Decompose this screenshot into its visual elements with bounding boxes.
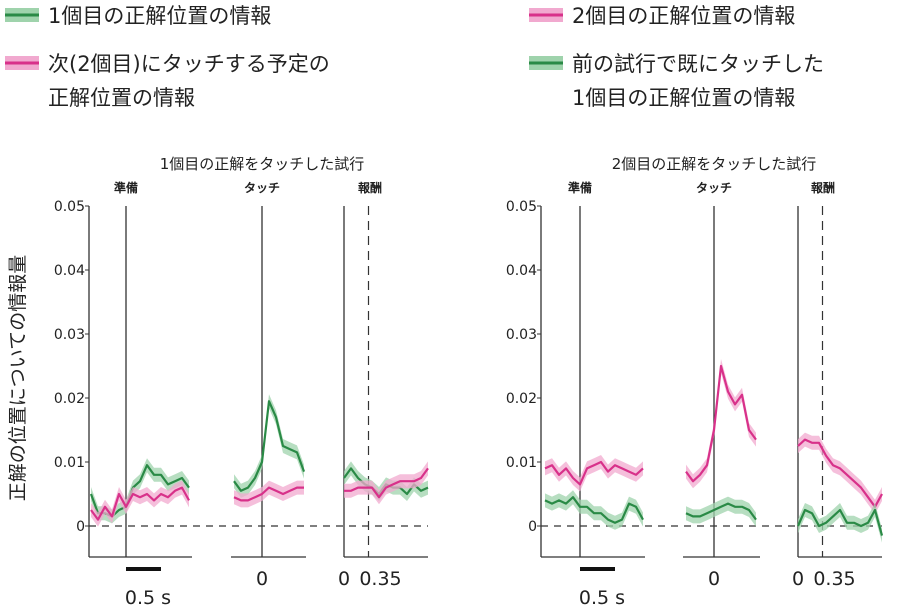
- x-tick-label: 0.35: [359, 568, 401, 590]
- legend-label-line2: 正解位置の情報: [48, 86, 195, 110]
- chart-title: 1個目の正解をタッチした試行: [160, 155, 365, 173]
- error-band-pink: [91, 480, 189, 527]
- legend-label-line1: 前の試行で既にタッチした: [572, 52, 824, 76]
- error-band-pink: [798, 432, 882, 514]
- chart-1: 1個目の正解をタッチした試行 0.05 0.04 0.03 0.02 0.01 0 準備 0.5…: [54, 155, 429, 609]
- panel-1: 準備 0.5 s: [541, 180, 645, 609]
- chart-2: 2個目の正解をタッチした試行 0.05 0.04 0.03 0.02 0.01 0 準備 0.5…: [506, 155, 884, 609]
- y-tick-label: 0.02: [54, 391, 85, 407]
- scale-bar-label: 0.5 s: [125, 587, 171, 609]
- panel-label: 報酬: [358, 180, 382, 195]
- error-band-green: [545, 490, 643, 530]
- y-tick-label: 0.03: [54, 327, 85, 343]
- y-tick-label: 0: [76, 519, 85, 535]
- y-tick-label: 0.04: [506, 263, 537, 279]
- panel-3: 報酬 0 0.35: [338, 180, 429, 590]
- y-tick-label: 0: [528, 519, 537, 535]
- panel-2: タッチ 0: [231, 181, 306, 590]
- legend-label-line2: 1個目の正解位置の情報: [572, 86, 795, 110]
- error-band-green: [234, 394, 304, 498]
- panel-label: 報酬: [811, 180, 835, 195]
- panel-label: 準備: [114, 180, 138, 195]
- legend-label: 1個目の正解位置の情報: [48, 4, 271, 28]
- chart-title: 2個目の正解をタッチした試行: [612, 155, 817, 173]
- y-tick-label: 0.01: [506, 455, 537, 471]
- y-tick-label: 0.05: [54, 199, 85, 215]
- series-line-pink: [685, 364, 757, 483]
- panel-3: 報酬 0 0.35: [792, 180, 884, 590]
- x-tick-label: 0: [338, 568, 350, 590]
- error-band-pink: [344, 461, 428, 505]
- legend-item-previous-touch: 前の試行で既にタッチした 1個目の正解位置の情報: [529, 52, 824, 110]
- error-band-green: [686, 496, 756, 527]
- x-tick-label: 0.35: [813, 568, 855, 590]
- y-tick-label: 0.03: [506, 327, 537, 343]
- panel-label: タッチ: [244, 181, 280, 195]
- error-band-pink: [234, 480, 304, 508]
- legend-item-first-correct: 1個目の正解位置の情報: [5, 4, 271, 28]
- y-tick-label: 0.04: [54, 263, 85, 279]
- panel-1: 準備 0.5 s: [89, 180, 192, 609]
- legend-label: 2個目の正解位置の情報: [572, 4, 795, 28]
- legend-item-next-touch: 次(2個目)にタッチする予定の 正解位置の情報: [5, 52, 330, 110]
- y-tick-label: 0.05: [506, 199, 537, 215]
- panel-label: タッチ: [696, 181, 732, 195]
- scale-bar-label: 0.5 s: [579, 587, 625, 609]
- error-band-green: [798, 503, 882, 543]
- y-tick-label: 0.01: [54, 455, 85, 471]
- x-tick-label: 0: [708, 568, 720, 590]
- panel-2: タッチ 0: [683, 181, 760, 590]
- error-band-pink: [686, 359, 756, 489]
- y-tick-label: 0.02: [506, 391, 537, 407]
- x-tick-label: 0: [256, 568, 268, 590]
- legend-item-second-correct: 2個目の正解位置の情報: [529, 4, 795, 28]
- x-tick-label: 0: [792, 568, 804, 590]
- error-band-pink: [545, 455, 643, 492]
- panel-label: 準備: [568, 180, 592, 195]
- legend: 1個目の正解位置の情報 2個目の正解位置の情報 次(2個目)にタッチする予定の …: [5, 4, 824, 110]
- legend-label-line1: 次(2個目)にタッチする予定の: [48, 52, 330, 76]
- y-axis-label: 正解の位置についての情報量: [7, 255, 29, 501]
